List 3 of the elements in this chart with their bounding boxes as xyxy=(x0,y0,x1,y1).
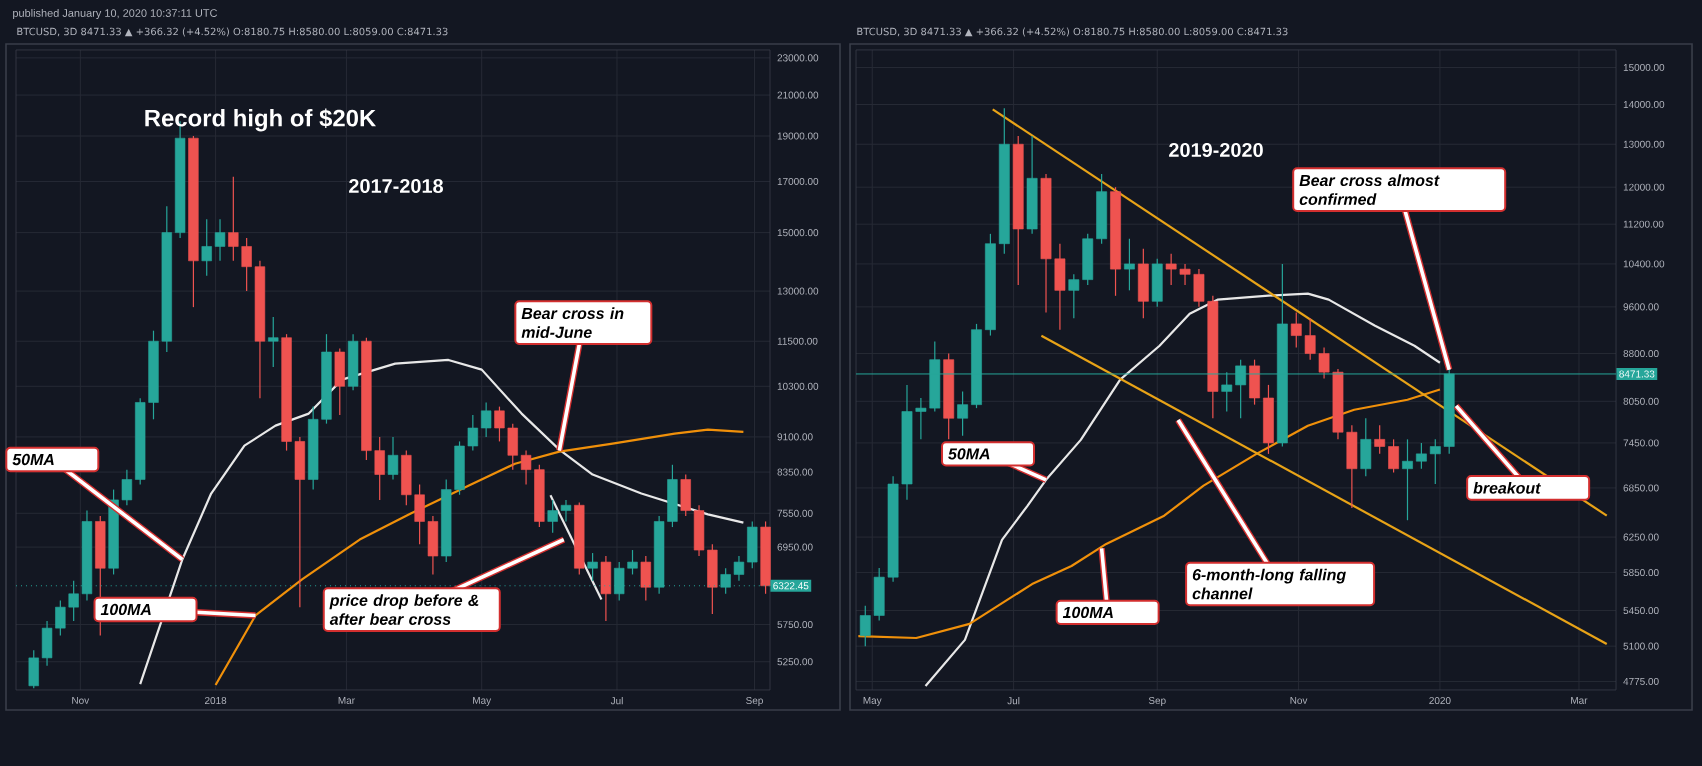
annotation: 2019-2020 xyxy=(1169,142,1263,158)
annotation: Record high of $20K xyxy=(145,108,376,132)
annotation: 2017-2018 xyxy=(349,178,444,194)
